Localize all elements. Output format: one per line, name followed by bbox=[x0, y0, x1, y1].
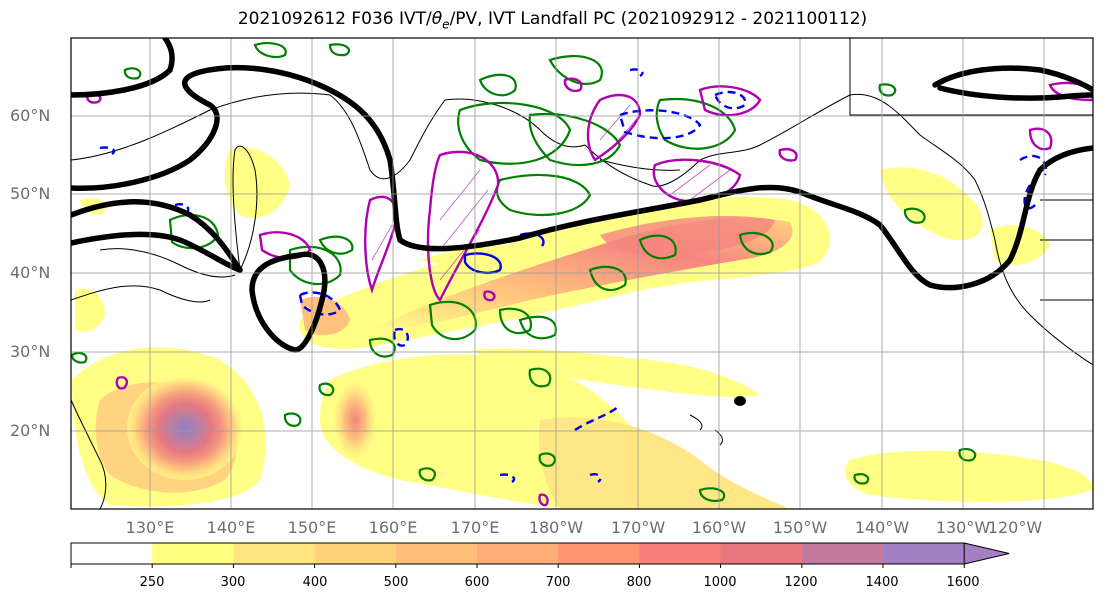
lat-label-40n: 40°N bbox=[10, 263, 51, 282]
lon-label: 130°W bbox=[935, 518, 991, 537]
lat-label-30n: 30°N bbox=[10, 342, 51, 361]
colorbar-label: 800 bbox=[626, 575, 652, 590]
colorbar-segment bbox=[71, 543, 153, 564]
title-subscript: e bbox=[442, 17, 450, 32]
lon-label: 160°W bbox=[691, 518, 747, 537]
colorbar-label: 400 bbox=[302, 575, 328, 590]
lon-label: 160°E bbox=[368, 518, 418, 537]
title-main: 2021092612 F036 IVT/ bbox=[237, 9, 432, 29]
colorbar-segment bbox=[152, 543, 234, 564]
colorbar-segment bbox=[801, 543, 884, 564]
colorbar-segment bbox=[883, 543, 965, 564]
gridlines bbox=[71, 38, 1093, 509]
map-title: 2021092612 F036 IVT/θe/PV, IVT Landfall … bbox=[0, 9, 1105, 31]
colorbar-segment bbox=[395, 543, 478, 564]
lon-label: 170°W bbox=[610, 518, 666, 537]
colorbar-label: 600 bbox=[464, 575, 490, 590]
lon-label: 150°W bbox=[772, 518, 828, 537]
lat-label-20n: 20°N bbox=[10, 421, 51, 440]
colorbar bbox=[70, 542, 1010, 568]
colorbar-label: 1400 bbox=[865, 575, 899, 590]
lon-label: 120°W bbox=[987, 518, 1043, 537]
lon-label: 140°W bbox=[854, 518, 910, 537]
map-frame bbox=[70, 37, 1094, 510]
colorbar-label: 300 bbox=[220, 575, 246, 590]
colorbar-segment bbox=[558, 543, 640, 564]
colorbar-segment bbox=[477, 543, 559, 564]
pv-hatching bbox=[371, 104, 731, 281]
colorbar-label: 250 bbox=[139, 575, 165, 590]
lon-label: 180°W bbox=[528, 518, 584, 537]
colorbar-label: 500 bbox=[383, 575, 409, 590]
colorbar-segment bbox=[720, 543, 803, 564]
colorbar-segment bbox=[639, 543, 722, 564]
colorbar-outline bbox=[70, 542, 965, 565]
colorbar-extend-arrow bbox=[963, 542, 1010, 565]
ivt-shading bbox=[72, 147, 1093, 509]
title-rest: /PV, IVT Landfall PC (2021092912 - 20211… bbox=[449, 9, 868, 29]
lon-label: 150°E bbox=[287, 518, 337, 537]
colorbar-segment bbox=[314, 543, 397, 564]
map-layers bbox=[71, 38, 1093, 509]
title-theta: θ bbox=[431, 9, 443, 29]
colorbar-label: 1600 bbox=[946, 575, 980, 590]
lon-label: 140°E bbox=[206, 518, 256, 537]
colorbar-label: 1000 bbox=[703, 575, 737, 590]
theta-contours bbox=[71, 41, 977, 502]
lat-label-50n: 50°N bbox=[10, 184, 51, 203]
colorbar-segment bbox=[233, 543, 316, 564]
lon-label: 170°E bbox=[450, 518, 500, 537]
colorbar-label: 1200 bbox=[784, 575, 818, 590]
island-dot bbox=[734, 396, 746, 406]
pc-contours bbox=[71, 38, 1093, 353]
colorbar-label: 700 bbox=[545, 575, 571, 590]
lon-label: 130°E bbox=[125, 518, 175, 537]
lat-label-60n: 60°N bbox=[10, 106, 51, 125]
